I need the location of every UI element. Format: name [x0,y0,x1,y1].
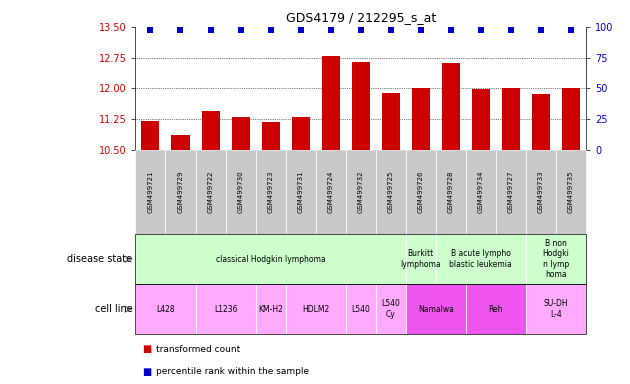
Bar [232,117,249,150]
Text: GSM499727: GSM499727 [508,171,514,213]
Text: B acute lympho
blastic leukemia: B acute lympho blastic leukemia [449,250,512,269]
Text: percentile rank within the sample: percentile rank within the sample [156,367,309,376]
Text: SU-DH
L-4: SU-DH L-4 [544,300,568,319]
Bar [502,88,520,150]
Bar [202,111,219,150]
Bar [412,88,430,150]
Text: GSM499732: GSM499732 [358,171,364,213]
Text: L1236: L1236 [214,305,238,314]
Bar [352,62,370,150]
Text: L540
Cy: L540 Cy [381,300,400,319]
Bar [532,94,550,150]
Bar [382,93,399,150]
Text: B non
Hodgki
n lymp
homa: B non Hodgki n lymp homa [542,239,570,279]
Text: GSM499729: GSM499729 [178,171,183,213]
Text: GSM499734: GSM499734 [478,171,484,213]
Text: classical Hodgkin lymphoma: classical Hodgkin lymphoma [215,255,326,264]
Text: Reh: Reh [488,305,503,314]
Text: GSM499724: GSM499724 [328,171,334,213]
Text: Namalwa: Namalwa [418,305,454,314]
Bar [562,88,580,150]
Text: GSM499722: GSM499722 [207,171,214,213]
Text: GSM499728: GSM499728 [448,171,454,213]
Bar [292,117,309,150]
Bar [142,121,159,150]
Text: ■: ■ [142,366,151,377]
Bar [322,56,340,150]
Bar [171,136,190,150]
Text: Burkitt
lymphoma: Burkitt lymphoma [401,250,441,269]
Text: GSM499733: GSM499733 [538,170,544,214]
Text: GSM499731: GSM499731 [297,170,304,214]
Text: L428: L428 [156,305,175,314]
Text: ■: ■ [142,344,151,354]
Bar [472,89,490,150]
Bar [261,122,280,150]
Bar [442,63,460,150]
Text: GSM499725: GSM499725 [387,171,394,213]
Title: GDS4179 / 212295_s_at: GDS4179 / 212295_s_at [285,11,436,24]
Text: transformed count: transformed count [156,344,240,354]
Text: GSM499723: GSM499723 [268,171,273,213]
Text: KM-H2: KM-H2 [258,305,283,314]
Text: GSM499726: GSM499726 [418,171,424,213]
Text: GSM499735: GSM499735 [568,171,574,213]
Text: L540: L540 [352,305,370,314]
Text: HDLM2: HDLM2 [302,305,329,314]
Text: GSM499730: GSM499730 [238,170,244,214]
Text: GSM499721: GSM499721 [147,171,154,213]
Text: disease state: disease state [67,254,132,264]
Text: cell line: cell line [94,304,132,314]
